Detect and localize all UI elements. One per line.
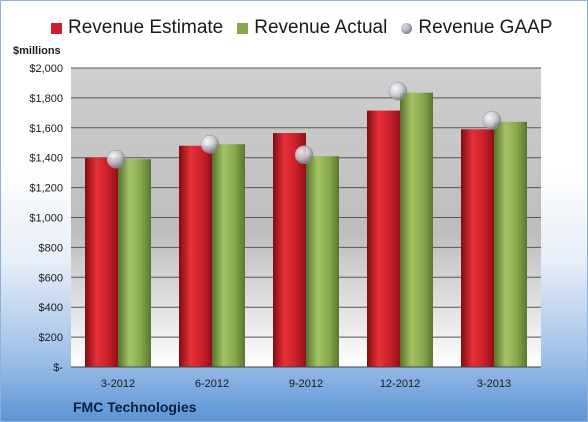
gaap-points xyxy=(106,81,502,169)
y-tick-label: $400 xyxy=(39,302,63,314)
x-axis-ticks: 3-2012 6-2012 9-2012 12-2012 3-2013 xyxy=(71,366,541,390)
x-tick-label: 12-2012 xyxy=(380,378,420,390)
y-tick-label: $1,800 xyxy=(29,93,63,105)
bar-revenue-estimate xyxy=(85,157,118,367)
y-axis-ticks: $- $200 $400 $600 $800 $1,000 $1,200 $1,400 $1,6… xyxy=(29,63,63,374)
legend-item-revenue-gaap: Revenue GAAP xyxy=(401,17,552,39)
y-tick-label: $800 xyxy=(39,242,63,254)
y-tick-label: $1,200 xyxy=(29,183,63,195)
legend-label-gaap: Revenue GAAP xyxy=(418,17,553,38)
y-tick-label: $1,600 xyxy=(29,123,63,135)
bar-revenue-estimate xyxy=(367,110,400,368)
bar-revenue-actual xyxy=(306,156,339,367)
y-tick-label: $200 xyxy=(39,332,63,344)
legend: Revenue Estimate Revenue Actual Revenue … xyxy=(51,15,566,41)
point-revenue-gaap xyxy=(482,111,502,130)
x-tick-label: 6-2012 xyxy=(195,378,229,390)
bar-revenue-estimate xyxy=(273,133,306,367)
bar-revenue-estimate xyxy=(179,145,212,367)
legend-item-revenue-actual: Revenue Actual xyxy=(237,17,387,39)
x-tick-label: 9-2012 xyxy=(289,378,323,390)
point-revenue-gaap xyxy=(388,81,408,101)
company-label: FMC Technologies xyxy=(73,399,197,415)
bar-revenue-actual xyxy=(494,121,527,367)
bar-revenue-actual xyxy=(212,144,245,367)
bar-revenue-estimate xyxy=(461,129,494,367)
legend-item-revenue-estimate: Revenue Estimate xyxy=(51,17,223,39)
y-tick-label: $1,000 xyxy=(29,213,63,225)
y-tick-label: $2,000 xyxy=(29,63,63,75)
point-revenue-gaap xyxy=(294,145,314,164)
legend-swatch-estimate xyxy=(51,22,62,34)
legend-label-estimate: Revenue Estimate xyxy=(68,17,224,38)
legend-swatch-actual xyxy=(237,22,249,34)
y-tick-label: $- xyxy=(53,362,63,374)
x-tick-label: 3-2013 xyxy=(477,378,511,390)
bar-series xyxy=(85,92,527,368)
legend-swatch-gaap xyxy=(401,22,413,34)
point-revenue-gaap xyxy=(106,149,126,169)
legend-label-actual: Revenue Actual xyxy=(254,17,388,38)
y-tick-label: $1,400 xyxy=(29,153,63,165)
x-tick-label: 3-2012 xyxy=(101,378,135,390)
y-tick-label: $600 xyxy=(39,272,63,284)
y-axis-unit-label: $millions xyxy=(13,45,61,57)
bar-revenue-actual xyxy=(400,92,433,367)
point-revenue-gaap xyxy=(200,134,220,154)
bar-revenue-actual xyxy=(118,159,151,367)
